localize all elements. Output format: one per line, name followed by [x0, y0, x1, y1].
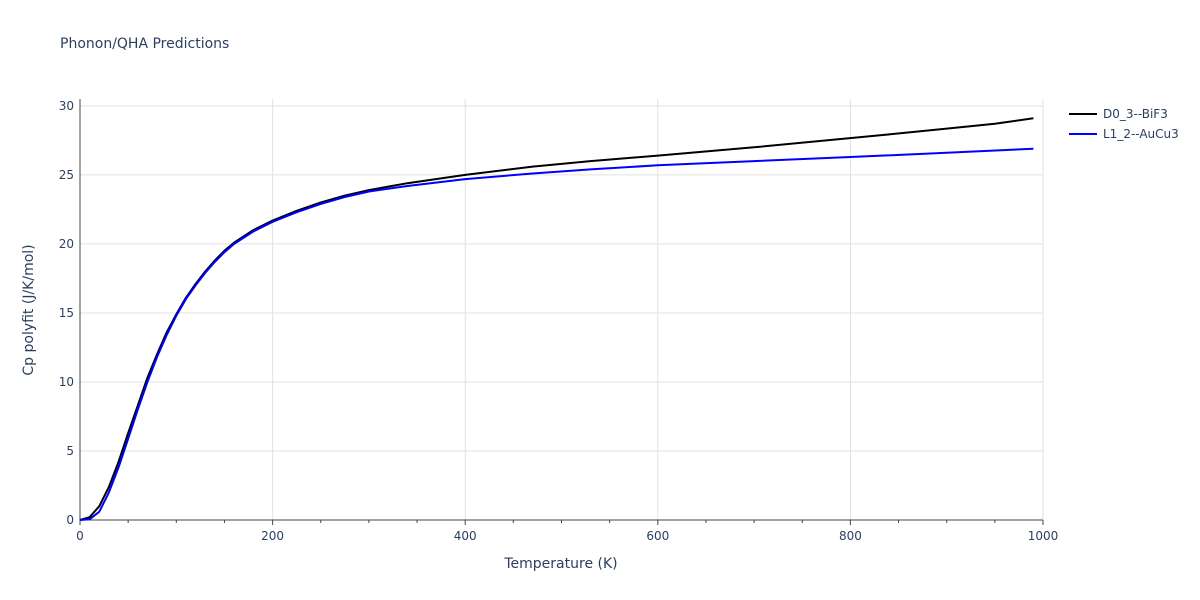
legend: D0_3--BiF3 L1_2--AuCu3 [1069, 107, 1179, 141]
y-axis-title: Cp polyfit (J/K/mol) [21, 244, 37, 375]
axis-layer: 0 200 400 600 800 1000 0 5 10 15 20 25 30 [59, 99, 1059, 543]
series-line-1 [79, 147, 1034, 521]
series-line-0 [79, 117, 1034, 521]
x-tick-label: 600 [646, 529, 669, 543]
x-tick-label: 1000 [1028, 529, 1059, 543]
grid-layer [80, 99, 1044, 520]
x-axis-title: Temperature (K) [503, 556, 617, 572]
y-tick-label: 20 [59, 237, 74, 251]
y-tick-label: 25 [59, 168, 74, 182]
legend-label-0: D0_3--BiF3 [1103, 107, 1168, 121]
x-tick-label: 0 [76, 529, 84, 543]
y-tick-label: 0 [66, 513, 74, 527]
y-tick-label: 5 [66, 444, 74, 458]
chart-title: Phonon/QHA Predictions [60, 36, 230, 52]
y-tick-label: 30 [59, 99, 74, 113]
y-tick-label: 10 [59, 375, 74, 389]
legend-label-1: L1_2--AuCu3 [1103, 127, 1179, 141]
y-tick-label: 15 [59, 306, 74, 320]
x-tick-label: 200 [261, 529, 284, 543]
x-tick-label: 800 [839, 529, 862, 543]
x-tick-label: 400 [454, 529, 477, 543]
series-layer [79, 117, 1034, 521]
